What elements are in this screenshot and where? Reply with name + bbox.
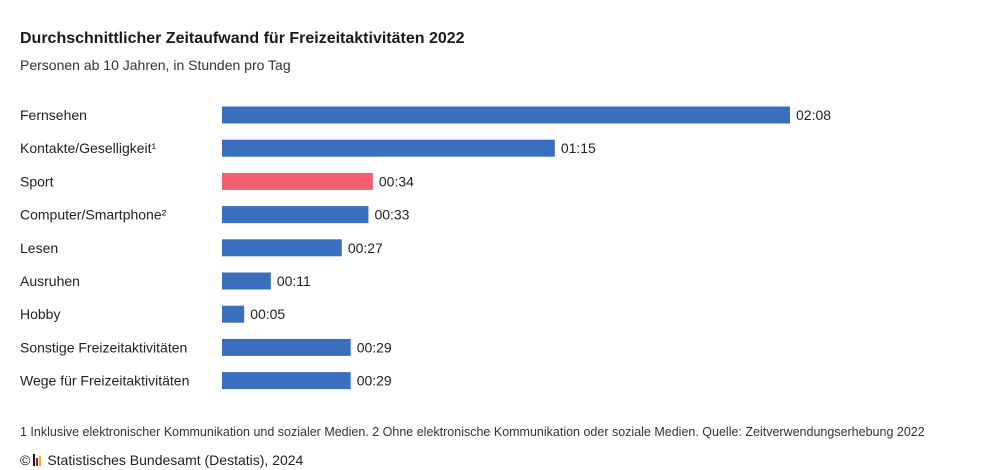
bar bbox=[222, 139, 555, 157]
bar bbox=[222, 372, 351, 390]
bar bbox=[222, 338, 351, 356]
data-label: 00:27 bbox=[348, 240, 383, 256]
source-line: © Statistisches Bundesamt (Destatis), 20… bbox=[20, 452, 303, 468]
data-label: 00:34 bbox=[379, 173, 414, 189]
copyright-symbol: © bbox=[20, 452, 31, 468]
category-label: Kontakte/Geselligkeit¹ bbox=[20, 140, 157, 156]
logo-bar bbox=[36, 458, 39, 466]
destatis-logo-icon bbox=[33, 454, 42, 466]
data-label: 00:29 bbox=[357, 339, 392, 355]
data-label: 00:05 bbox=[250, 306, 285, 322]
bar bbox=[222, 172, 373, 190]
data-label: 00:11 bbox=[277, 273, 311, 289]
category-label: Hobby bbox=[20, 306, 60, 322]
chart-title: Durchschnittlicher Zeitaufwand für Freiz… bbox=[20, 30, 465, 47]
category-label: Sport bbox=[20, 173, 54, 189]
bar bbox=[222, 272, 271, 290]
category-label: Sonstige Freizeitaktivitäten bbox=[20, 339, 187, 355]
logo-bar bbox=[39, 456, 42, 466]
category-label: Ausruhen bbox=[20, 273, 80, 289]
bar bbox=[222, 106, 790, 124]
data-label: 00:29 bbox=[357, 373, 392, 389]
bar bbox=[222, 305, 245, 323]
category-label: Computer/Smartphone² bbox=[20, 207, 167, 223]
data-label: 01:15 bbox=[561, 140, 596, 156]
bar bbox=[222, 239, 342, 257]
source-text: Statistisches Bundesamt (Destatis), 2024 bbox=[47, 452, 304, 468]
bar bbox=[222, 206, 369, 224]
bar-chart: Fernsehen 02:08 Kontakte/Geselligkeit¹ 01:1… bbox=[20, 106, 831, 390]
footnote: 1 Inklusive elektronischer Kommunikation… bbox=[20, 425, 925, 439]
category-label: Fernsehen bbox=[20, 107, 87, 123]
category-label: Lesen bbox=[20, 240, 58, 256]
data-label: 00:33 bbox=[374, 207, 409, 223]
data-label: 02:08 bbox=[796, 107, 831, 123]
chart-subtitle: Personen ab 10 Jahren, in Stunden pro Ta… bbox=[20, 57, 291, 73]
category-label: Wege für Freizeitaktivitäten bbox=[20, 373, 189, 389]
logo-bar bbox=[33, 454, 36, 466]
